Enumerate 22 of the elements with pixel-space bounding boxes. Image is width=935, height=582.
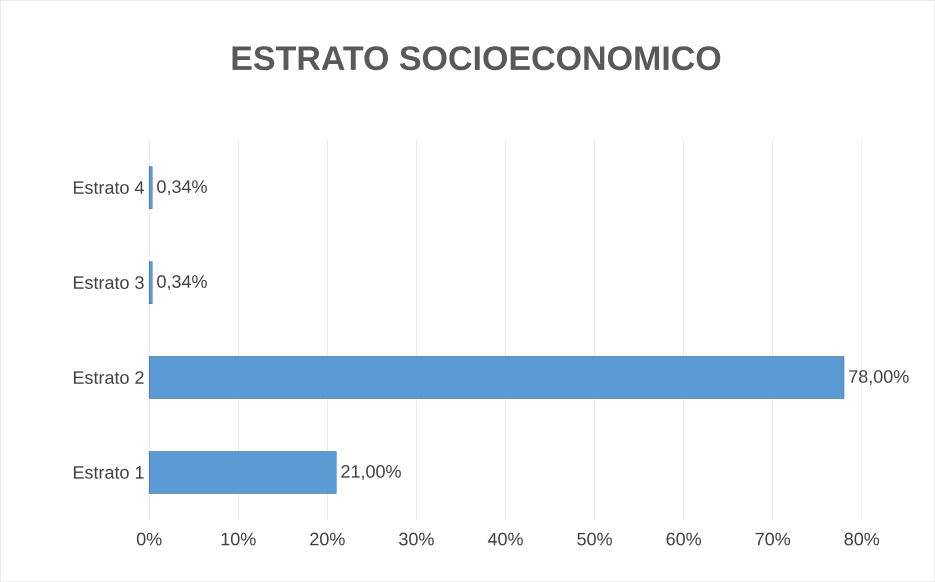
- data-label: 0,34%: [157, 180, 207, 195]
- x-tick-label: 20%: [310, 532, 345, 546]
- y-tick-label: Estrato 4: [74, 181, 144, 194]
- x-tick-label: 10%: [222, 532, 256, 546]
- bar: [148, 451, 337, 494]
- bar: [148, 166, 152, 209]
- x-tick-label: 60%: [666, 532, 701, 546]
- x-tick-label: 70%: [756, 532, 790, 546]
- data-label: 21,00%: [341, 464, 401, 480]
- chart-title: ESTRATO SOCIOECONOMICO: [232, 46, 720, 70]
- x-tick-label: 50%: [577, 532, 612, 546]
- y-tick-label: Estrato 3: [74, 276, 144, 289]
- data-label: 78,00%: [849, 370, 909, 385]
- bar: [148, 261, 152, 304]
- x-tick-label: 80%: [844, 532, 880, 546]
- data-label: 0,34%: [157, 275, 207, 290]
- x-tick-label: 30%: [399, 532, 434, 546]
- y-tick-label: Estrato 2: [74, 371, 144, 384]
- bar: [148, 356, 844, 399]
- x-tick-label: 0%: [136, 532, 162, 546]
- x-tick-label: 40%: [488, 532, 523, 546]
- y-tick-label: Estrato 1: [74, 466, 144, 479]
